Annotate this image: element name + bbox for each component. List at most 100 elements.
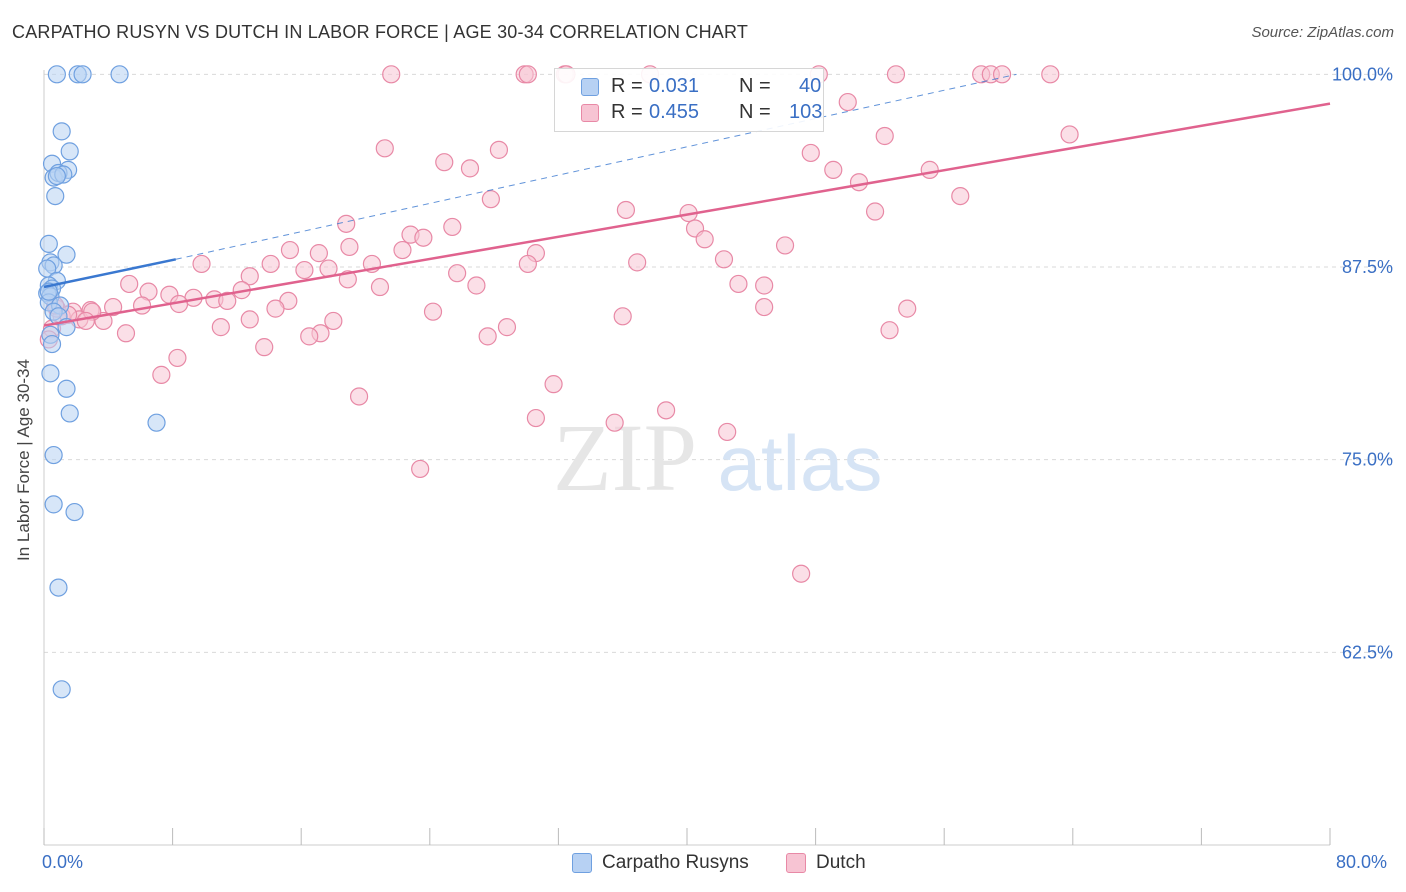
dutch-point-12 [838,92,857,112]
dutch-point-20 [824,160,843,179]
watermark-zip: ZIP [553,404,697,511]
dutch-point-62 [132,296,152,315]
dutch-point-7 [886,65,906,84]
dutch-point-91 [544,375,563,394]
dutch-point-35 [280,240,300,260]
dutch-point-2 [518,65,537,84]
carpatho-swatch [572,853,592,873]
dutch-point-84 [497,318,517,337]
dutch-point-32 [414,228,433,247]
dutch-point-27 [337,214,356,233]
dutch-point-0 [382,65,401,84]
dutch-point-66 [266,299,285,318]
dutch-point-16 [489,140,509,159]
dutch-point-93 [526,408,545,428]
dutch-point-74 [324,311,343,331]
dutch-point-29 [865,202,885,221]
dutch-point-19 [460,159,480,178]
legend-label-dutch: Dutch [816,852,866,873]
dutch-swatch [786,853,806,873]
source-label: Source: ZipAtlas.com [1251,24,1394,41]
legend-label-carpatho: Carpatho Rusyns [602,852,749,873]
dutch-point-87 [168,348,187,368]
n-label: N = [739,75,771,97]
carpatho-point-5 [60,142,79,161]
dutch-point-37 [393,240,412,260]
r-label: R = [611,75,643,97]
axes [43,70,1331,846]
dutch-point-68 [613,307,632,326]
carpatho-point-31 [57,379,76,398]
dutch-point-49 [240,267,259,286]
dutch-point-92 [349,387,369,406]
dutch-point-73 [240,310,259,329]
watermark: ZIP atlas [553,404,882,511]
x-tick-min: 0.0% [42,852,84,872]
dutch-point-40 [714,250,734,269]
dutch-point-13 [1060,125,1079,144]
dutch-point-43 [261,254,280,274]
carpatho-point-2 [73,65,92,84]
dutch-point-23 [481,190,500,209]
dutch-point-95 [657,401,676,420]
n-label: N = [739,101,771,123]
dutch-point-69 [898,299,917,318]
carpatho-point-32 [60,404,79,423]
dutch-point-21 [920,160,939,179]
dutch-point-51 [370,277,390,297]
carpatho-trend-dashed [175,73,1017,260]
dutch-point-46 [295,260,314,280]
dutch-point-75 [211,318,230,337]
dutch-point-63 [104,297,123,317]
dutch-trend-solid [43,102,1331,327]
r-label: R = [611,101,643,123]
dutch-point-71 [729,274,748,294]
dutch-point-17 [435,153,454,172]
r-value-dutch: 0.455 [649,101,700,123]
dutch-point-45 [448,264,467,283]
dutch-point-14 [875,126,894,146]
carpatho-point-13 [39,234,58,253]
dutch-point-94 [605,413,624,432]
trend-lines [43,73,1331,327]
dutch-point-72 [755,276,774,295]
carpatho-swatch [581,78,599,96]
carpatho-point-3 [110,65,129,84]
dutch-point-38 [775,236,795,255]
y-tick-labels: 100.0% 87.5% 75.0% 62.5% [1332,64,1393,662]
carpatho-point-29 [42,334,62,354]
dutch-point-22 [849,173,869,192]
dutch-point-81 [300,327,319,346]
dutch-point-33 [695,230,714,249]
dutch-point-67 [423,302,443,321]
x-tick-max: 80.0% [1336,852,1388,872]
carpatho-point-12 [46,186,65,206]
dutch-point-41 [192,254,211,274]
dutch-point-59 [218,291,237,311]
carpatho-point-38 [52,680,71,699]
carpatho-point-33 [147,413,166,432]
dutch-point-25 [616,200,636,220]
dutch-point-85 [880,321,899,340]
carpatho-trend-solid [43,258,177,289]
dutch-point-54 [120,274,139,294]
dutch-point-96 [718,422,737,442]
dutch-point-47 [628,253,647,272]
dutch-point-82 [116,324,136,343]
r-value-carpatho: 0.031 [649,75,700,97]
y-tick-label-2: 75.0% [1342,450,1393,470]
dutch-point-15 [375,139,394,158]
carpatho-point-4 [52,122,71,141]
carpatho-point-14 [57,245,76,264]
dutch-point-48 [518,254,537,274]
dutch-point-83 [478,327,497,346]
dutch-point-10 [992,65,1012,84]
dutch-point-28 [443,217,462,237]
dutch-point-86 [255,338,274,357]
carpatho-point-0 [47,65,66,84]
dutch-point-52 [467,276,486,295]
carpatho-point-35 [44,495,63,514]
carpatho-point-36 [65,502,84,522]
dutch-point-18 [801,143,820,163]
chart-title: CARPATHO RUSYN VS DUTCH IN LABOR FORCE |… [12,22,749,42]
